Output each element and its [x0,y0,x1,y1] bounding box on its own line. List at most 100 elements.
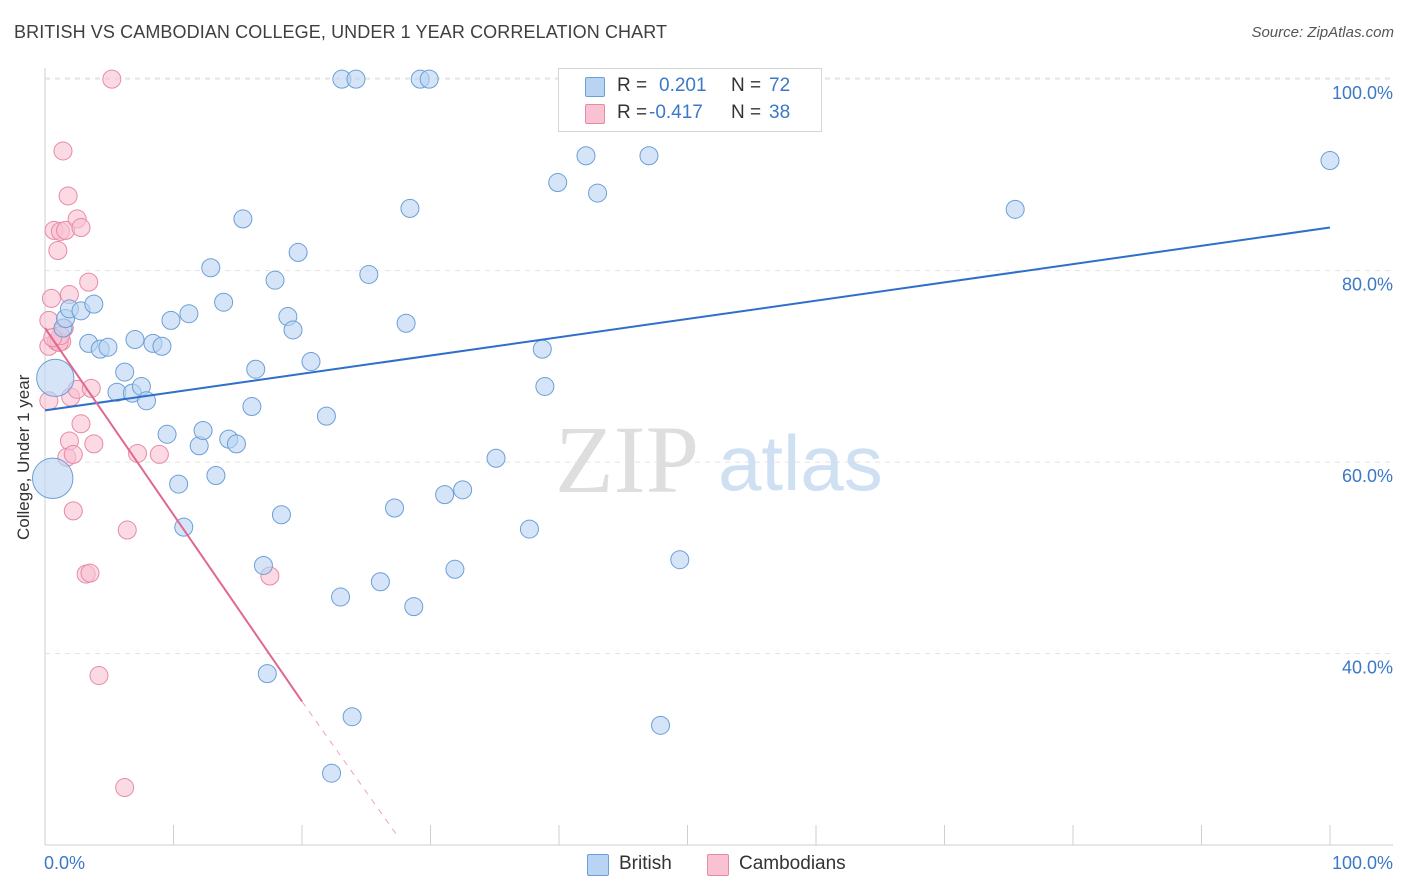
british-point [322,763,342,783]
british-point [226,434,246,454]
british-point [588,183,608,203]
british-point [435,485,455,505]
british-point [271,505,291,525]
cambodian-point [58,186,78,206]
british-point [359,264,379,284]
british-point [404,597,424,617]
cambodian-trend-line [44,327,303,702]
cambodian-point [41,288,61,308]
british-point [639,146,659,166]
british-point [1005,199,1025,219]
british-point [115,362,135,382]
cambodian-point [102,69,122,89]
y-axis-label: College, Under 1 year [14,374,33,540]
british-point [548,173,568,193]
y-tick-label: 60.0% [1342,466,1393,486]
stats-legend: R = 0.201 N = 72 R = -0.417 N = 38 [558,68,822,132]
watermark-atlas: atlas [718,419,883,507]
british-n-value: 72 [769,75,791,96]
british-point [331,587,351,607]
british-point [206,465,226,485]
british-swatch [585,77,605,97]
british-point [346,69,366,89]
british-r-value: 0.201 [659,75,707,96]
british-point [265,270,285,290]
british-point [396,313,416,333]
trend-lines [44,226,1331,836]
british-point [169,474,189,494]
cambodian-swatch [585,104,605,124]
british-point [670,550,690,570]
cambodian-point [63,444,83,464]
british-point [342,707,362,727]
source-label: Source: ZipAtlas.com [1251,24,1394,41]
british-point [246,359,266,379]
british-point [242,397,262,417]
cambodian-point [84,434,104,454]
cambodian-point [71,414,91,434]
cambodian-n-label: N = [731,102,762,123]
british-point [36,358,75,397]
british-points [32,69,1340,783]
british-trend-line [44,226,1331,412]
british-point [125,330,145,350]
british-point [419,69,439,89]
british-point [152,336,172,356]
british-point [370,572,390,592]
cambodian-point [81,378,101,398]
x-tick-label-max: 100.0% [1332,853,1393,873]
cambodian-point [149,444,169,464]
tick-labels: 40.0% 60.0% 80.0% 100.0% 0.0% 100.0% [44,83,1393,873]
cambodian-point [48,241,68,261]
british-point [1320,151,1340,171]
british-point [98,337,118,357]
british-point [576,146,596,166]
british-point [385,498,405,518]
british-point [32,457,74,500]
cambodians-legend-label: Cambodians [739,853,846,874]
cambodian-point [63,501,83,521]
cambodian-point [80,563,100,583]
british-point [233,209,253,229]
british-legend-label: British [619,853,672,874]
cambodian-point [79,272,99,292]
y-axis-label-wrap: College, Under 1 year [12,375,42,680]
british-point [651,715,671,735]
british-point [301,352,321,372]
british-point [257,664,277,684]
axes [44,68,1393,846]
british-point [532,339,552,359]
watermark: ZIP atlas [555,406,883,513]
british-point [519,519,539,539]
cambodian-point [89,666,109,686]
cambodian-point [115,778,135,798]
cambodian-r-value: -0.417 [649,102,703,123]
british-point [445,559,465,579]
british-point [253,555,273,575]
british-point [453,480,473,500]
british-legend-swatch [587,854,609,876]
british-r-label: R = [617,75,648,96]
british-point [316,406,336,426]
british-point [486,448,506,468]
cambodian-point [53,141,73,161]
x-tick-label-min: 0.0% [44,853,85,873]
cambodian-n-value: 38 [769,102,791,123]
cambodian-point [117,520,137,540]
cambodian-r-label: R = [617,102,648,123]
british-point [179,304,199,324]
british-n-label: N = [731,75,762,96]
cambodian-trend-extension [301,701,398,836]
british-point [214,292,234,312]
cambodians-legend-swatch [707,854,729,876]
british-point [157,424,177,444]
british-point [283,320,303,340]
british-point [288,242,308,262]
watermark-zip: ZIP [555,406,699,513]
british-point [535,376,555,396]
y-tick-label: 40.0% [1342,658,1393,678]
british-point [193,420,213,440]
british-point [161,310,181,330]
cambodian-point [71,218,91,238]
